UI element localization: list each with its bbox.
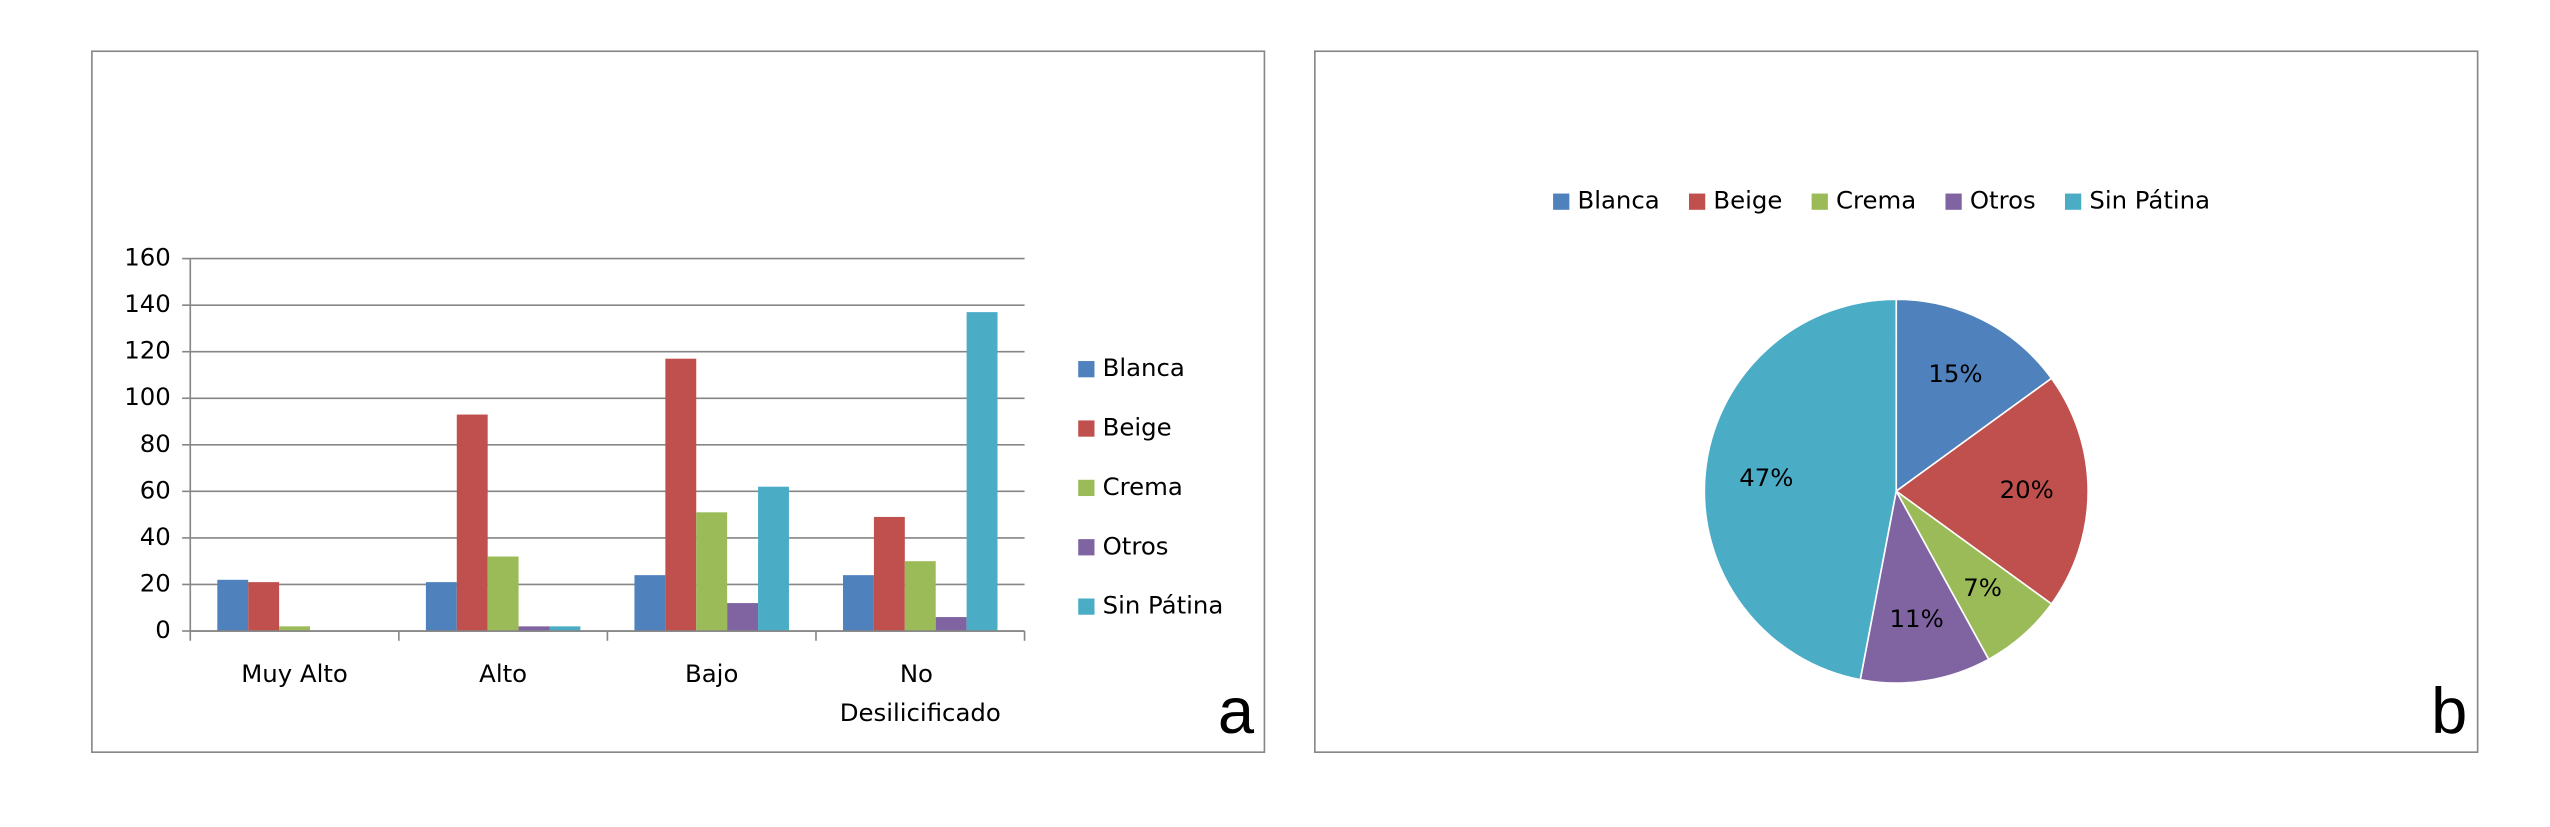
y-tick-label: 100 [124, 382, 171, 411]
y-tick-label: 160 [124, 243, 171, 272]
data-label: 47% [1739, 463, 1793, 492]
bar [873, 516, 905, 632]
pie-slice [1895, 298, 2053, 493]
legend-swatch [1078, 361, 1095, 378]
legend-label: Sin Pátina [1103, 591, 1224, 620]
legend-label: Otros [1970, 186, 2036, 215]
data-label: 20% [2000, 475, 2054, 504]
bar [904, 561, 936, 632]
legend-label: Sin Pátina [2089, 186, 2210, 215]
bar [758, 486, 789, 632]
legend-swatch [1078, 479, 1095, 497]
legend-swatch [1688, 193, 1706, 210]
legend-swatch [1553, 193, 1570, 210]
y-tick-label: 60 [140, 475, 171, 504]
bar [425, 582, 457, 632]
bar [456, 414, 488, 632]
legend-label: Crema [1836, 186, 1916, 215]
data-label: 15% [1928, 359, 1982, 388]
bar [727, 603, 759, 632]
legend-swatch [1078, 598, 1095, 615]
pie-slice [1894, 377, 2089, 606]
pie-slice [1859, 488, 1990, 684]
bar [696, 512, 728, 632]
x-tick-label: No Desilicificado [840, 659, 1001, 727]
x-tick-label: Bajo [685, 659, 738, 688]
bar [966, 312, 998, 632]
bar [843, 575, 874, 632]
x-tick-label: Muy Alto [241, 659, 348, 688]
legend-label: Blanca [1577, 186, 1659, 215]
legend-swatch [2064, 193, 2082, 210]
y-tick-label: 20 [140, 568, 171, 597]
legend-label: Beige [1103, 413, 1172, 442]
panel-label: a [1218, 674, 1255, 747]
bar [634, 575, 666, 632]
y-tick-label: 40 [140, 522, 171, 551]
bar [549, 626, 581, 632]
legend-label: Beige [1713, 186, 1782, 215]
y-tick-label: 0 [155, 615, 171, 644]
legend-swatch [1945, 193, 1962, 210]
y-tick-label: 80 [140, 429, 171, 458]
data-label: 11% [1890, 604, 1944, 633]
bar [279, 626, 311, 632]
bar [217, 579, 249, 632]
x-tick-label: Alto [479, 659, 527, 688]
legend-label: Otros [1103, 531, 1169, 560]
data-label: 7% [1963, 573, 2002, 602]
pie-slice [1703, 298, 1898, 681]
bar [665, 358, 697, 632]
y-tick-label: 120 [124, 336, 171, 365]
y-tick-label: 140 [124, 289, 171, 318]
legend-swatch [1078, 420, 1095, 437]
legend-swatch [1078, 539, 1095, 556]
legend-label: Blanca [1103, 353, 1185, 382]
bar [935, 617, 967, 632]
legend-swatch [1811, 193, 1828, 210]
legend-label: Crema [1103, 472, 1183, 501]
bar [248, 582, 280, 632]
panel-label: b [2431, 674, 2467, 747]
bar [487, 556, 519, 632]
bar [518, 626, 550, 632]
